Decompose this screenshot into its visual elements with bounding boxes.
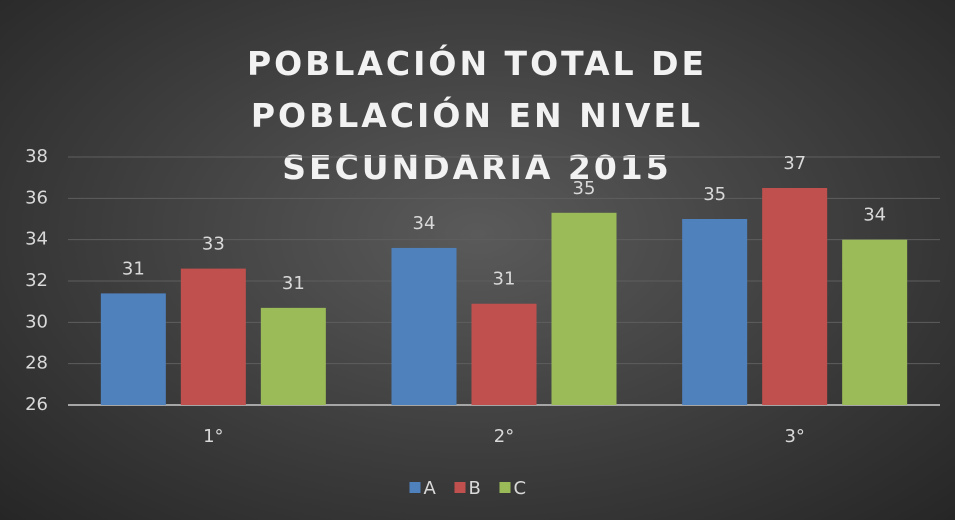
chart-title: POBLACIÓN TOTAL DE POBLACIÓN EN NIVEL SE… — [246, 44, 708, 187]
data-label: 34 — [413, 213, 436, 234]
data-label: 34 — [863, 205, 886, 226]
legend-swatch — [409, 482, 421, 493]
y-tick-label: 34 — [25, 229, 48, 250]
y-tick-label: 36 — [25, 187, 48, 208]
x-tick-label: 1° — [203, 426, 223, 447]
bar — [682, 219, 748, 405]
x-tick-label: 2° — [494, 426, 514, 447]
data-label: 31 — [282, 273, 305, 294]
bar — [260, 307, 326, 405]
y-tick-label: 28 — [25, 353, 48, 374]
bar — [551, 212, 617, 405]
data-label: 37 — [783, 153, 806, 174]
legend-label: B — [469, 478, 481, 499]
data-label: 35 — [703, 184, 726, 205]
legend-label: C — [514, 478, 527, 499]
y-tick-label: 26 — [25, 394, 48, 415]
data-label: 33 — [202, 234, 225, 255]
y-tick-label: 38 — [25, 146, 48, 167]
x-tick-label: 3° — [784, 426, 804, 447]
data-label: 31 — [122, 258, 145, 279]
data-label: 31 — [493, 269, 516, 290]
bar — [842, 239, 908, 405]
bar — [762, 188, 828, 405]
legend-swatch — [454, 482, 466, 493]
y-tick-label: 30 — [25, 311, 48, 332]
bar — [100, 293, 166, 405]
legend-swatch — [499, 482, 511, 493]
bar — [391, 247, 457, 405]
data-label: 35 — [573, 178, 596, 199]
legend-label: A — [424, 478, 437, 499]
bar — [471, 303, 537, 405]
y-tick-label: 32 — [25, 270, 48, 291]
bar — [180, 268, 246, 405]
